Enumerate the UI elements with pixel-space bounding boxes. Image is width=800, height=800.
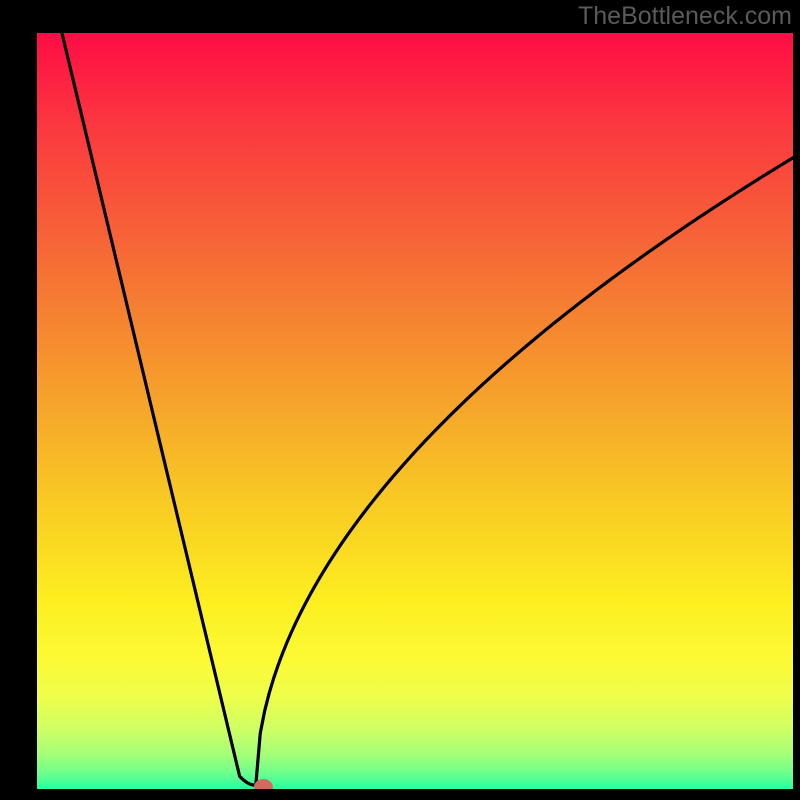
plot-svg	[37, 33, 793, 789]
gradient-background	[37, 33, 793, 789]
plot-area	[37, 33, 793, 789]
attribution-text: TheBottleneck.com	[578, 2, 792, 31]
